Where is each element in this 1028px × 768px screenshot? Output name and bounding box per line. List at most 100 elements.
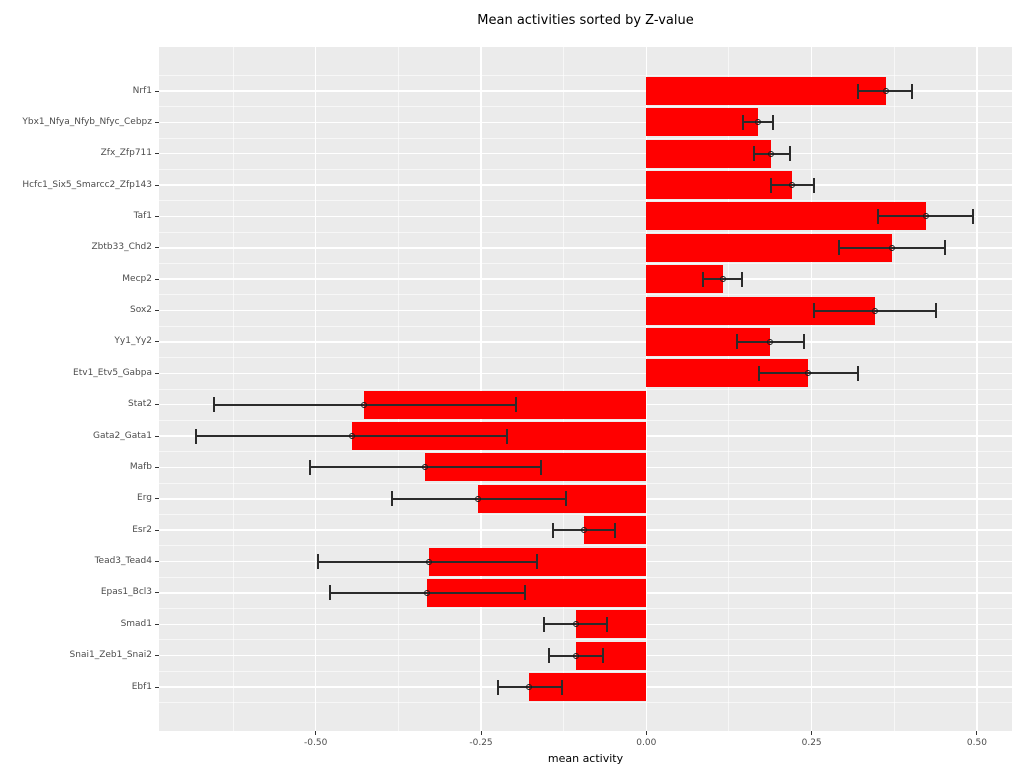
mean-point [360,401,367,408]
mean-point [883,88,890,94]
error-bar-cap-low [390,491,393,507]
mean-point [474,495,481,502]
mean-point [720,276,727,283]
gridline-minor-y [159,200,1012,202]
y-tick-label: Tead3_Tead4 [94,556,152,567]
gridline-minor-y [159,294,1012,296]
error-bar-cap-low [542,616,545,632]
gridline-minor-y [159,419,1012,421]
error-bar-cap-high [506,428,509,444]
error-bar-cap-low [735,334,738,350]
y-tick-mark [155,184,159,186]
y-tick-mark [155,215,159,217]
bar [646,77,887,105]
error-bar-cap-high [812,177,815,193]
gridline-major-y [159,184,1012,186]
y-tick-label: Snai1_Zeb1_Snai2 [69,650,152,661]
x-tick-mark [315,731,317,735]
y-tick-mark [155,121,159,123]
gridline-minor-y [159,74,1012,76]
gridline-minor-y [159,168,1012,170]
gridline-minor-y [159,137,1012,139]
error-bar-cap-high [802,334,805,350]
x-tick-label: -0.25 [469,738,493,748]
chart-title: Mean activities sorted by Z-value [477,13,694,28]
y-tick-mark [155,372,159,374]
y-tick-label: Zbtb33_Chd2 [91,242,153,253]
gridline-minor-y [159,451,1012,453]
y-tick-label: Yy1_Yy2 [114,336,152,347]
x-tick-mark [645,731,647,735]
gridline-minor-y [159,608,1012,610]
bar [646,171,793,200]
gridline-major-x [810,47,813,731]
gridline-major-y [159,247,1012,249]
gridline-major-y [159,152,1012,155]
mean-point [581,527,588,534]
gridline-major-y [159,90,1012,92]
x-tick-mark [976,731,978,735]
error-bar-cap-low [812,303,815,319]
mean-point [789,182,796,189]
gridline-minor-x [893,47,895,731]
gridline-minor-x [232,47,234,731]
y-tick-label: Mecp2 [122,273,152,284]
gridline-major-x [976,47,978,731]
error-bar-cap-low [838,240,841,256]
gridline-major-x [314,47,317,731]
error-bar-cap-low [552,522,555,538]
gridline-minor-y [159,263,1012,265]
gridline-major-y [159,121,1012,124]
gridline-minor-y [159,325,1012,327]
y-tick-label: Nrf1 [132,85,152,96]
y-tick-mark [155,435,159,437]
gridline-minor-x [728,47,730,731]
error-bar-cap-low [548,648,551,664]
y-tick-mark [155,278,159,280]
gridline-major-y [159,215,1012,218]
error-bar-cap-low [195,428,198,444]
error-bar-cap-low [328,585,331,601]
gridline-major-y [159,341,1012,343]
y-tick-mark [155,310,159,312]
x-tick-label: 0.50 [966,738,987,748]
error-bar-cap-low [877,208,880,224]
error-bar-cap-low [741,114,744,130]
x-axis-title: mean activity [547,752,624,765]
y-tick-label: Smad1 [120,618,152,629]
error-bar-cap-high [934,303,937,319]
error-bar-cap-high [741,271,744,287]
gridline-minor-y [159,670,1012,672]
y-tick-label: Gata2_Gata1 [92,430,152,441]
gridline-minor-y [159,388,1012,390]
bar [646,139,772,168]
error-bar-cap-low [701,271,704,287]
gridline-minor-y [159,576,1012,578]
y-tick-mark [155,561,159,563]
mean-point [923,213,930,220]
mean-point [766,338,773,345]
y-tick-mark [155,498,159,500]
error-bar-cap-high [911,83,914,99]
y-tick-mark [155,90,159,92]
error-bar-cap-low [769,177,772,193]
mean-point [573,652,580,659]
error-bar-cap-high [523,585,526,601]
error-bar-cap-high [564,491,567,507]
y-tick-label: Etv1_Etv5_Gabpa [73,367,152,378]
mean-point [768,150,775,157]
gridline-minor-y [159,513,1012,515]
mean-point [872,307,879,314]
error-bar-cap-low [308,459,311,475]
y-tick-label: Zfx_Zfp711 [100,148,152,159]
error-bar-cap-high [601,648,604,664]
gridline-major-y [159,372,1012,375]
error-bar-cap-high [856,365,859,381]
y-tick-mark [155,686,159,688]
error-bar-cap-high [515,397,518,413]
mean-point [805,370,812,377]
gridline-minor-y [159,702,1012,704]
y-tick-mark [155,623,159,625]
mean-point [526,684,533,690]
